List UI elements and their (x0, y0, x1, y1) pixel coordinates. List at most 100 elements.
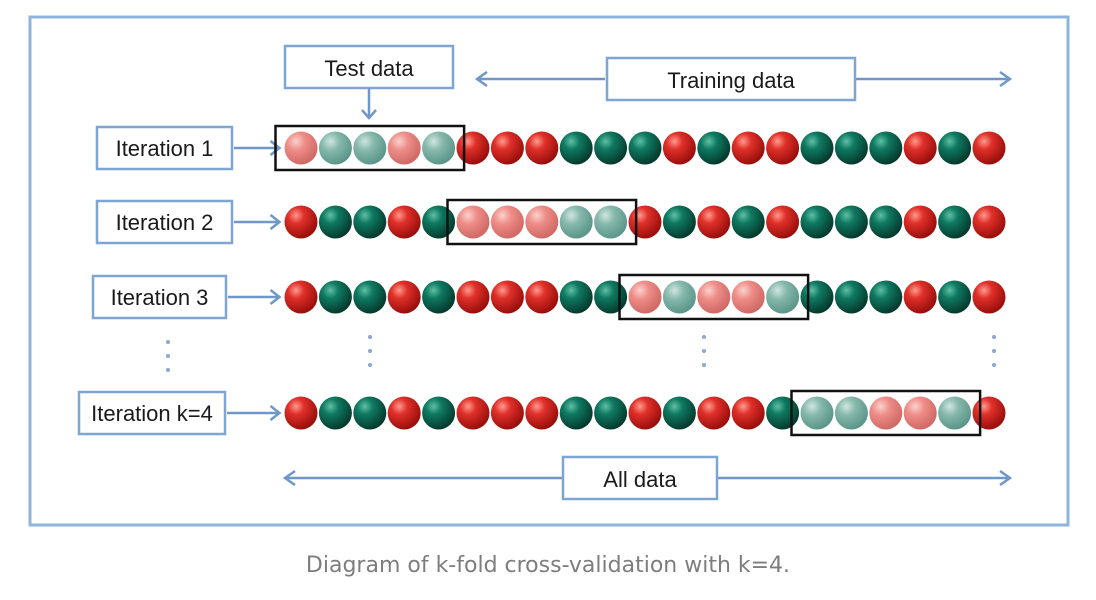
all-data-label: All data (561, 455, 719, 501)
train-red-ball (490, 396, 524, 430)
train-green-ball (834, 280, 868, 314)
train-red-ball (731, 131, 765, 165)
iteration-label: Iteration k=4 (91, 401, 213, 426)
iteration-label-box (77, 390, 227, 436)
iteration-label-box (91, 274, 228, 320)
train-red-ball (697, 205, 731, 239)
train-red-ball (972, 131, 1006, 165)
test-green-ball (834, 396, 868, 430)
train-red-ball (284, 396, 318, 430)
train-red-ball (387, 205, 421, 239)
train-red-ball (387, 396, 421, 430)
test-green-ball (766, 280, 800, 314)
train-green-ball (869, 280, 903, 314)
test-data-arrow (361, 88, 377, 120)
train-green-ball (662, 205, 696, 239)
train-red-ball (972, 205, 1006, 239)
train-green-ball (559, 131, 593, 165)
train-green-ball (834, 205, 868, 239)
train-red-ball (903, 280, 937, 314)
test-red-ball (697, 280, 731, 314)
test-green-ball (422, 131, 456, 165)
test-fold-box (790, 389, 982, 437)
train-green-ball (800, 205, 834, 239)
train-green-ball (938, 280, 972, 314)
train-red-ball (903, 205, 937, 239)
iteration-row: Iteration 1 (95, 124, 1006, 172)
train-red-ball (662, 131, 696, 165)
train-green-ball (731, 205, 765, 239)
train-green-ball (422, 280, 456, 314)
all-data-arrow (282, 469, 1013, 487)
train-red-ball (766, 205, 800, 239)
train-green-ball (834, 131, 868, 165)
train-green-ball (594, 280, 628, 314)
iteration-row: Iteration k=4 (77, 389, 1006, 437)
test-green-ball (559, 205, 593, 239)
train-red-ball (525, 280, 559, 314)
train-green-ball (318, 205, 352, 239)
train-green-ball (800, 131, 834, 165)
test-red-ball (456, 205, 490, 239)
train-green-ball (662, 396, 696, 430)
train-red-ball (628, 205, 662, 239)
test-red-ball (490, 205, 524, 239)
iteration-row: Iteration 2 (95, 198, 1006, 246)
train-green-ball (353, 396, 387, 430)
iteration-rows: Iteration 1 Iteration 2 Iteration 3 Iterati… (77, 124, 1006, 437)
train-green-ball (353, 280, 387, 314)
test-fold-box (446, 198, 638, 246)
training-data-label: Training data (605, 56, 857, 102)
row-arrowhead (269, 214, 282, 230)
test-fold-box (274, 124, 466, 172)
train-green-ball (594, 396, 628, 430)
iteration-row: Iteration 3 (91, 273, 1006, 321)
train-red-ball (628, 396, 662, 430)
iteration-label: Iteration 1 (116, 136, 214, 161)
train-green-ball (938, 131, 972, 165)
test-red-ball (284, 131, 318, 165)
train-red-ball (284, 280, 318, 314)
test-green-ball (353, 131, 387, 165)
train-red-ball (731, 396, 765, 430)
train-red-ball (284, 205, 318, 239)
train-green-ball (594, 131, 628, 165)
train-red-ball (490, 280, 524, 314)
iteration-label-box (95, 125, 234, 171)
iteration-label-box (95, 199, 234, 245)
test-green-ball (662, 280, 696, 314)
train-green-ball (766, 396, 800, 430)
test-red-ball (525, 205, 559, 239)
ellipsis-dots (166, 335, 996, 372)
train-green-ball (559, 396, 593, 430)
train-red-ball (903, 131, 937, 165)
train-red-ball (972, 396, 1006, 430)
test-green-ball (800, 396, 834, 430)
figure-caption: Diagram of k-fold cross-validation with … (305, 553, 791, 578)
train-red-ball (525, 396, 559, 430)
train-green-ball (869, 205, 903, 239)
test-green-ball (594, 205, 628, 239)
train-red-ball (525, 131, 559, 165)
train-red-ball (456, 280, 490, 314)
test-data-label: Test data (283, 44, 455, 90)
train-red-ball (387, 280, 421, 314)
train-green-ball (697, 131, 731, 165)
row-arrowhead (269, 140, 282, 156)
iteration-label: Iteration 2 (116, 210, 214, 235)
test-red-ball (903, 396, 937, 430)
train-red-ball (456, 131, 490, 165)
train-green-ball (869, 131, 903, 165)
test-red-ball (869, 396, 903, 430)
training-data-text: Training data (667, 68, 795, 93)
test-green-ball (318, 131, 352, 165)
train-red-ball (766, 131, 800, 165)
train-red-ball (490, 131, 524, 165)
training-data-arrow (474, 70, 1013, 88)
train-green-ball (938, 205, 972, 239)
test-green-ball (938, 396, 972, 430)
train-red-ball (456, 396, 490, 430)
train-green-ball (422, 205, 456, 239)
row-arrowhead (269, 405, 282, 421)
cross-validation-diagram: Test data Training data Iteration 1Itera… (28, 15, 1070, 527)
